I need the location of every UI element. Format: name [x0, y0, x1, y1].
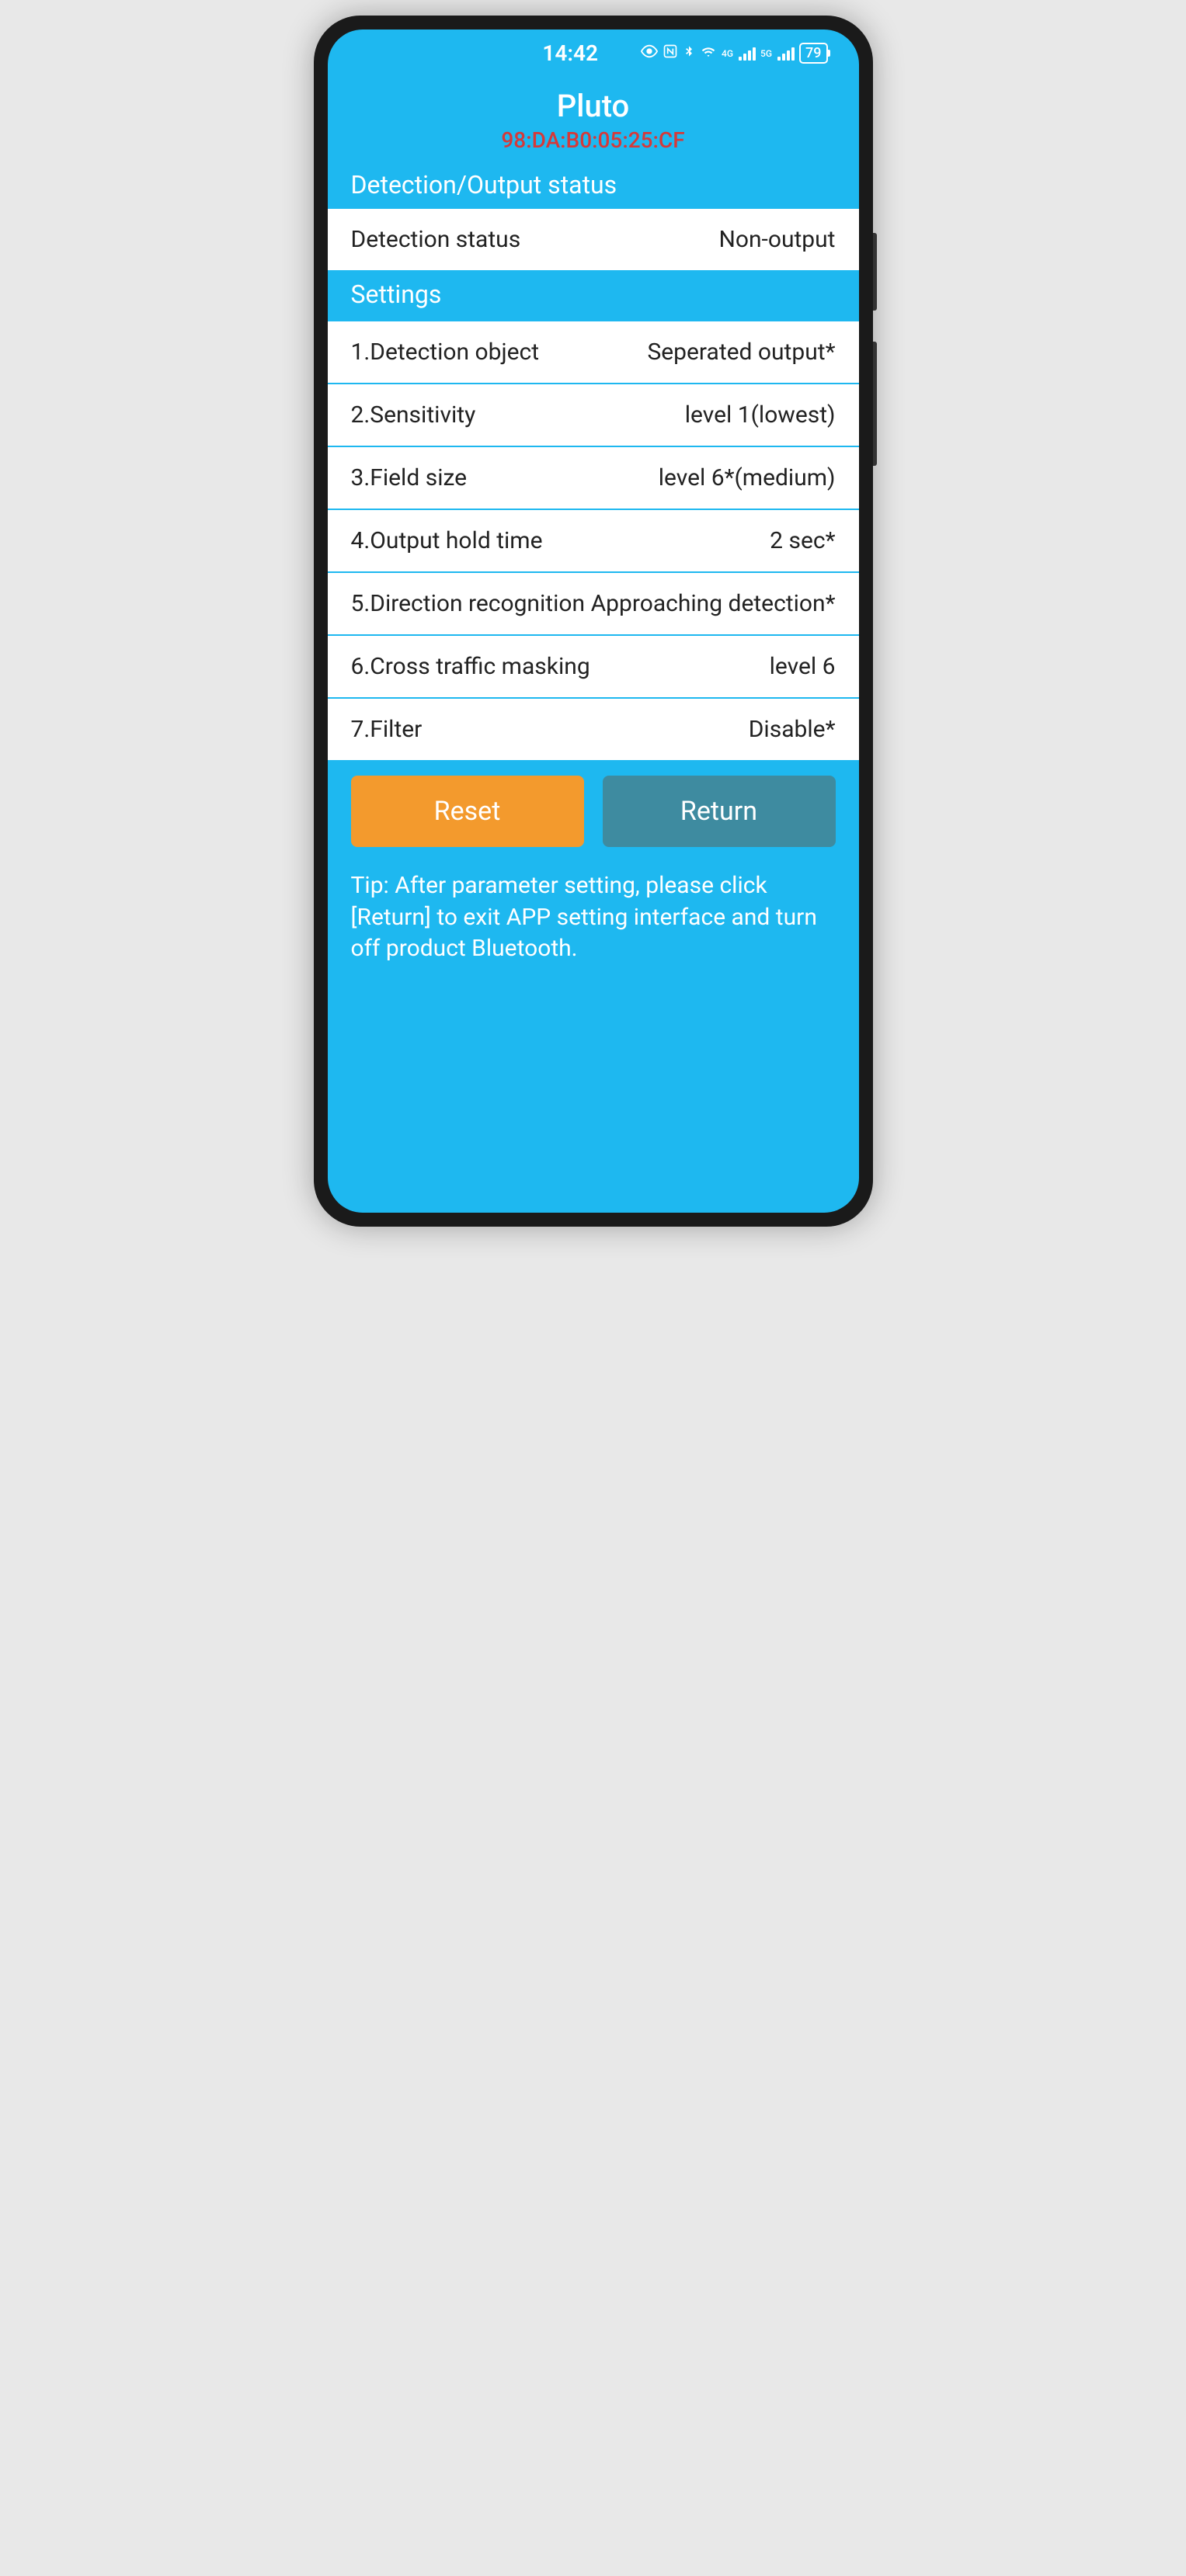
- battery-indicator: 79: [799, 43, 827, 64]
- app-header: Pluto 98:DA:B0:05:25:CF: [328, 72, 859, 161]
- bluetooth-icon: [683, 43, 695, 63]
- eye-icon: [641, 43, 658, 64]
- setting-row-field-size[interactable]: 3.Field size level 6*(medium): [328, 447, 859, 510]
- mac-address: 98:DA:B0:05:25:CF: [328, 127, 859, 153]
- settings-list: 1.Detection object Seperated output* 2.S…: [328, 321, 859, 760]
- return-button[interactable]: Return: [603, 776, 836, 847]
- status-bar: 14:42 4G 5G: [328, 30, 859, 72]
- setting-value: Disable*: [749, 716, 836, 743]
- detection-status-row: Detection status Non-output: [328, 209, 859, 270]
- status-icons: 4G 5G 79: [641, 43, 827, 64]
- settings-section-header: Settings: [328, 270, 859, 318]
- setting-value: Approaching detection*: [591, 590, 836, 617]
- phone-frame: 14:42 4G 5G: [314, 16, 873, 1227]
- signal-5g-icon: [777, 47, 795, 61]
- signal-4g-icon: [739, 47, 756, 61]
- setting-label: 5.Direction recognition: [351, 590, 586, 617]
- setting-label: 1.Detection object: [351, 338, 540, 366]
- signal-5g-label: 5G: [760, 48, 772, 59]
- setting-row-sensitivity[interactable]: 2.Sensitivity level 1(lowest): [328, 384, 859, 447]
- setting-value: Seperated output*: [647, 338, 835, 366]
- setting-label: 3.Field size: [351, 464, 468, 491]
- tip-text: Tip: After parameter setting, please cli…: [328, 863, 859, 973]
- signal-4g-label: 4G: [722, 48, 733, 59]
- setting-value: level 6*(medium): [659, 464, 836, 491]
- setting-row-direction-recognition[interactable]: 5.Direction recognition Approaching dete…: [328, 573, 859, 636]
- detection-status-value: Non-output: [718, 226, 835, 253]
- screen: 14:42 4G 5G: [328, 30, 859, 1213]
- setting-label: 7.Filter: [351, 716, 423, 743]
- status-time: 14:42: [499, 40, 641, 66]
- setting-row-detection-object[interactable]: 1.Detection object Seperated output*: [328, 321, 859, 384]
- setting-value: level 1(lowest): [685, 401, 836, 429]
- button-row: Reset Return: [328, 760, 859, 863]
- wifi-icon: [700, 44, 717, 63]
- detection-status-label: Detection status: [351, 226, 521, 253]
- setting-row-filter[interactable]: 7.Filter Disable*: [328, 699, 859, 760]
- setting-label: 6.Cross traffic masking: [351, 653, 590, 680]
- app-title: Pluto: [328, 88, 859, 124]
- setting-value: level 6: [770, 653, 836, 680]
- reset-button[interactable]: Reset: [351, 776, 584, 847]
- setting-row-output-hold-time[interactable]: 4.Output hold time 2 sec*: [328, 510, 859, 573]
- setting-label: 4.Output hold time: [351, 527, 543, 554]
- setting-label: 2.Sensitivity: [351, 401, 476, 429]
- setting-row-cross-traffic-masking[interactable]: 6.Cross traffic masking level 6: [328, 636, 859, 699]
- nfc-icon: [663, 43, 678, 63]
- detection-section-header: Detection/Output status: [328, 161, 859, 209]
- setting-value: 2 sec*: [770, 527, 835, 554]
